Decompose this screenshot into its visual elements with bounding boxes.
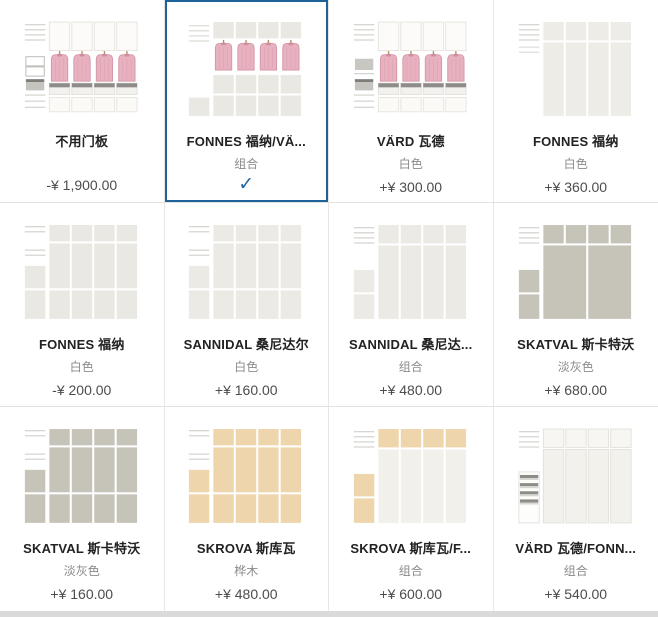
wardrobe-preview-image [329, 20, 493, 122]
wardrobe-preview-image [494, 427, 658, 529]
option-subtitle: 白色 [69, 360, 94, 374]
option-subtitle: 组合 [563, 564, 588, 578]
option-title: FONNES 福纳 [532, 134, 619, 149]
option-price: +¥ 160.00 [214, 382, 278, 398]
option-card[interactable]: SKATVAL 斯卡特沃 淡灰色 +¥ 160.00 [0, 407, 165, 611]
wardrobe-preview-image [165, 223, 329, 325]
option-card[interactable]: VÄRD 瓦德/FONN... 组合 +¥ 540.00 [493, 407, 658, 611]
option-card[interactable]: FONNES 福纳 白色 -¥ 200.00 [0, 203, 165, 407]
option-title: FONNES 福纳/VÄ... [186, 134, 306, 149]
option-title: SKROVA 斯库瓦/F... [350, 541, 472, 556]
option-card[interactable]: SKATVAL 斯卡特沃 淡灰色 +¥ 680.00 [493, 203, 658, 407]
option-title: SKATVAL 斯卡特沃 [517, 337, 635, 352]
option-subtitle: 白色 [234, 360, 259, 374]
option-card[interactable]: SKROVA 斯库瓦 桦木 +¥ 480.00 [164, 407, 329, 611]
option-card[interactable]: 不用门板 -¥ 1,900.00 [0, 0, 165, 203]
option-title: 不用门板 [55, 134, 109, 149]
wardrobe-preview-image [329, 223, 493, 325]
wardrobe-preview-image [165, 427, 329, 529]
option-subtitle: 桦木 [234, 564, 259, 578]
option-title: SKATVAL 斯卡特沃 [23, 541, 141, 556]
option-price: +¥ 300.00 [379, 179, 443, 195]
wardrobe-preview-image [329, 427, 493, 529]
wardrobe-preview-image [165, 20, 329, 122]
check-icon: ✓ [238, 174, 255, 195]
option-subtitle: 组合 [398, 564, 423, 578]
option-price: +¥ 540.00 [544, 586, 608, 602]
option-subtitle: 组合 [234, 157, 259, 171]
wardrobe-preview-image [0, 427, 164, 529]
option-price: +¥ 360.00 [544, 179, 608, 195]
option-price: +¥ 480.00 [379, 382, 443, 398]
option-card[interactable]: VÄRD 瓦德 白色 +¥ 300.00 [329, 0, 494, 203]
wardrobe-preview-image [0, 20, 164, 122]
option-price: +¥ 680.00 [544, 382, 608, 398]
page-bottom-divider [0, 611, 658, 617]
option-subtitle [0, 155, 164, 170]
option-subtitle: 淡灰色 [557, 360, 594, 374]
option-title: VÄRD 瓦德 [376, 134, 445, 149]
option-title: SKROVA 斯库瓦 [196, 541, 296, 556]
wardrobe-preview-image [0, 223, 164, 325]
option-subtitle: 白色 [563, 157, 588, 171]
wardrobe-preview-image [494, 223, 658, 325]
option-title: SANNIDAL 桑尼达... [349, 337, 473, 352]
wardrobe-preview-image [494, 20, 658, 122]
option-title: FONNES 福纳 [38, 337, 125, 352]
option-price: +¥ 480.00 [214, 586, 278, 602]
option-card[interactable]: SANNIDAL 桑尼达尔 白色 +¥ 160.00 [164, 203, 329, 407]
option-card[interactable]: FONNES 福纳 白色 +¥ 360.00 [493, 0, 658, 203]
option-title: VÄRD 瓦德/FONN... [515, 541, 637, 556]
option-card[interactable]: SKROVA 斯库瓦/F... 组合 +¥ 600.00 [329, 407, 494, 611]
option-title: SANNIDAL 桑尼达尔 [183, 337, 309, 352]
option-price: +¥ 160.00 [50, 586, 114, 602]
option-price: -¥ 1,900.00 [46, 177, 118, 193]
option-subtitle: 白色 [398, 157, 423, 171]
option-card[interactable]: SANNIDAL 桑尼达... 组合 +¥ 480.00 [329, 203, 494, 407]
option-price: -¥ 200.00 [52, 382, 112, 398]
option-price: +¥ 600.00 [379, 586, 443, 602]
option-subtitle: 组合 [398, 360, 423, 374]
option-card[interactable]: FONNES 福纳/VÄ... 组合 ✓ [164, 0, 329, 203]
option-subtitle: 淡灰色 [63, 564, 100, 578]
